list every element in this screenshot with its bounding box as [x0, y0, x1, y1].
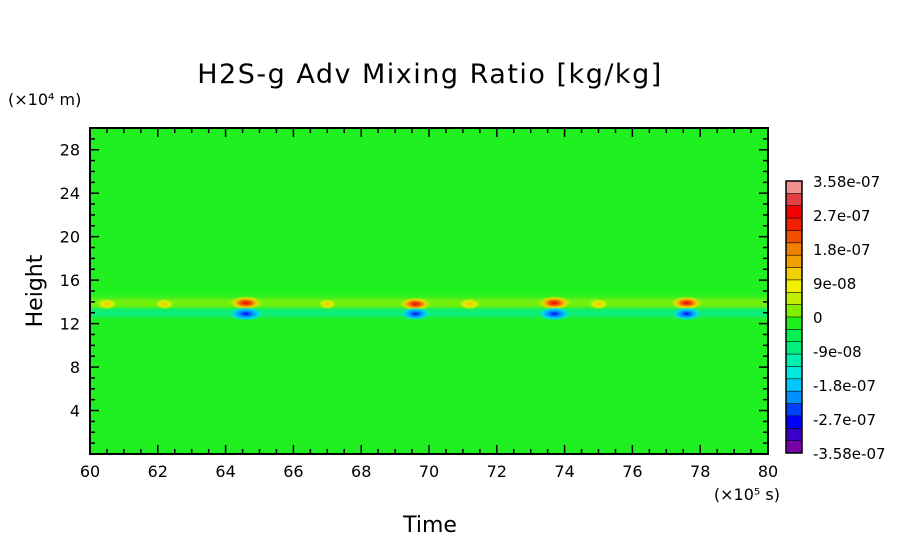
colorbar-swatch [786, 378, 802, 392]
y-tick-label: 24 [60, 184, 80, 203]
y-tick-label: 12 [60, 315, 80, 334]
colorbar-swatch [786, 366, 802, 380]
colorbar-label: 1.8e-07 [813, 241, 871, 259]
y-tick-label: 8 [70, 358, 80, 377]
x-tick-label: 68 [351, 462, 371, 481]
plot-background [90, 128, 768, 454]
x-tick-label: 76 [622, 462, 642, 481]
colorbar-label: 2.7e-07 [813, 207, 871, 225]
colorbar-label: -1.8e-07 [813, 377, 876, 395]
colorbar-frame [785, 180, 803, 454]
colorbar-swatch [786, 205, 802, 219]
colorbar-swatch [786, 415, 802, 429]
feature-blob-5 [399, 297, 431, 311]
colorbar-swatch [786, 391, 802, 404]
x-tick-label: 64 [215, 462, 235, 481]
colorbar: 3.58e-07 2.7e-07 1.8e-07 9e-08 0 -9e-08 -1.8e-… [785, 173, 886, 463]
colorbar-swatch [786, 317, 802, 330]
plot-frame [89, 127, 769, 455]
x-tick-label: 66 [283, 462, 303, 481]
x-tick-label: 60 [80, 462, 100, 481]
feature-blob-4 [317, 298, 337, 310]
colorbar-label: 3.58e-07 [813, 173, 880, 191]
colorbar-swatch [786, 193, 802, 207]
colorbar-swatch [786, 242, 802, 256]
colorbar-swatch [786, 341, 802, 355]
y-tick-label: 28 [60, 141, 80, 160]
colorbar-swatch [786, 440, 802, 454]
x-ticks: 60 62 64 66 68 70 72 74 76 78 80 [80, 128, 778, 481]
colorbar-swatch [786, 354, 802, 367]
feature-blob-9 [538, 307, 570, 321]
feature-blob-8 [538, 296, 571, 310]
y-axis-unit: (×10⁴ m) [8, 90, 81, 109]
feature-blob-3 [229, 307, 263, 321]
feature-blob-1 [154, 298, 175, 310]
colorbar-swatch [786, 267, 802, 281]
y-tick-label: 20 [60, 228, 80, 247]
x-axis-unit: (×10⁵ s) [714, 485, 780, 504]
colorbar-label: 0 [813, 309, 823, 327]
feature-blob-10 [588, 298, 609, 310]
colorbar-label: -9e-08 [813, 343, 862, 361]
feature-blob-12 [672, 307, 701, 321]
y-axis-label: Height [23, 254, 48, 327]
feature-blob-0 [96, 298, 118, 310]
colorbar-swatch [786, 255, 802, 268]
feature-layer [96, 296, 703, 321]
y-ticks: 4 8 12 16 20 24 28 [60, 127, 768, 455]
y-tick-label: 4 [70, 402, 80, 421]
colorbar-label: -2.7e-07 [813, 411, 876, 429]
colorbar-label: 9e-08 [813, 275, 856, 293]
x-tick-label: 62 [148, 462, 168, 481]
colorbar-swatch [786, 304, 802, 318]
colorbar-swatch [786, 218, 802, 231]
colorbar-swatch [786, 428, 802, 442]
colorbar-swatch [786, 181, 802, 194]
x-tick-label: 74 [554, 462, 574, 481]
feature-blob-7 [458, 298, 482, 310]
colorbar-swatch [786, 329, 802, 343]
x-tick-label: 78 [690, 462, 710, 481]
plot-area: 60 62 64 66 68 70 72 74 76 78 80 4 8 12 16 20 24 28 [60, 127, 778, 481]
x-tick-label: 72 [487, 462, 507, 481]
y-tick-label: 16 [60, 271, 80, 290]
x-tick-label: 70 [419, 462, 439, 481]
feature-blob-6 [401, 307, 430, 321]
colorbar-swatch [786, 403, 802, 417]
chart-title: H2S-g Adv Mixing Ratio [kg/kg] [197, 59, 663, 90]
feature-blob-2 [229, 296, 263, 310]
colorbar-swatch [786, 230, 802, 244]
colorbar-swatch [786, 292, 802, 306]
x-axis-label: Time [402, 513, 457, 538]
x-tick-label: 80 [758, 462, 778, 481]
feature-blob-11 [671, 296, 703, 310]
colorbar-label: -3.58e-07 [813, 445, 886, 463]
colorbar-swatch [786, 279, 802, 293]
